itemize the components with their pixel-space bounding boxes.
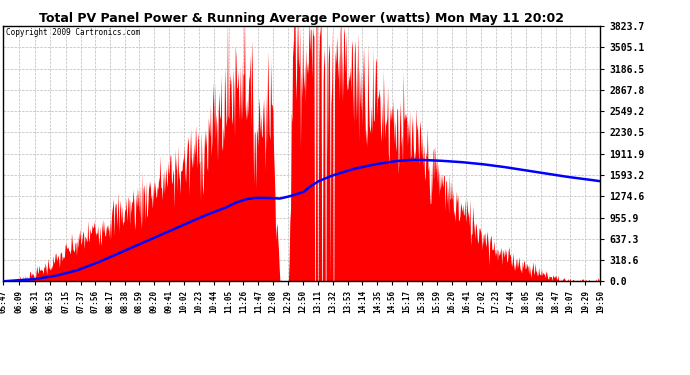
- Title: Total PV Panel Power & Running Average Power (watts) Mon May 11 20:02: Total PV Panel Power & Running Average P…: [39, 12, 564, 25]
- Text: Copyright 2009 Cartronics.com: Copyright 2009 Cartronics.com: [6, 27, 141, 36]
